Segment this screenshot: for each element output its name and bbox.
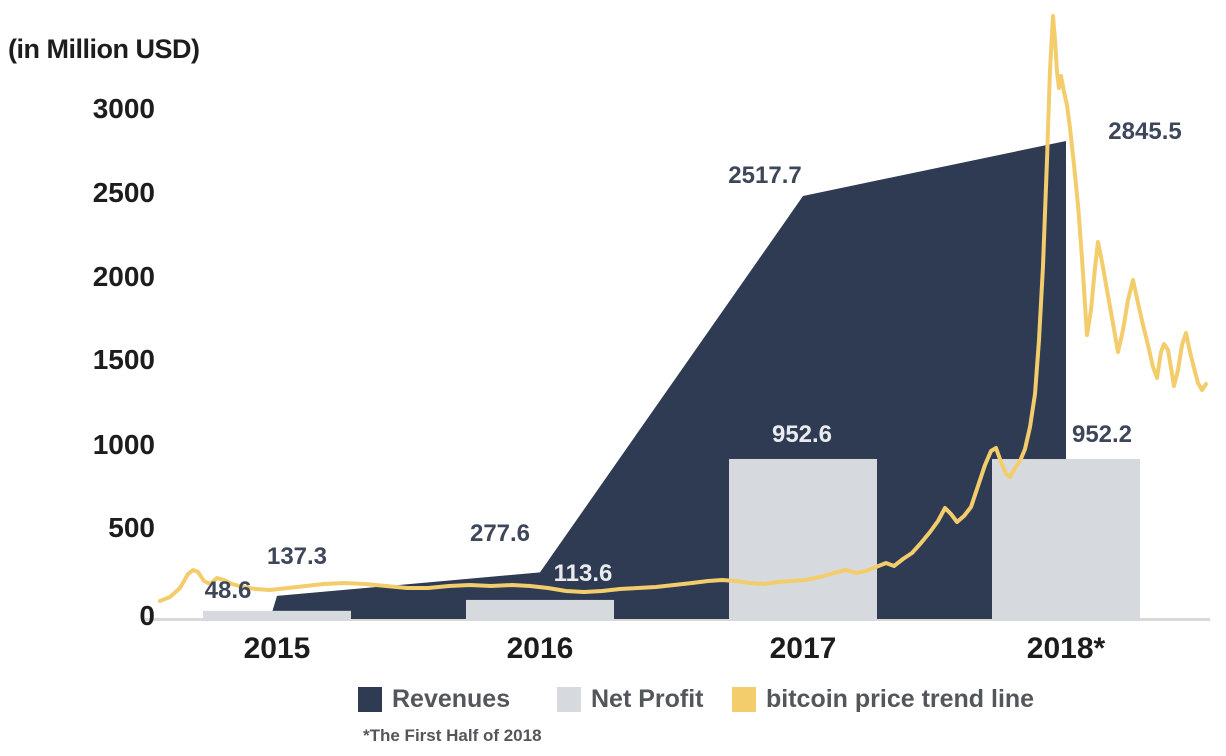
value-label-netprofit-2018: 952.2 <box>1071 421 1133 448</box>
value-label-netprofit-2016: 113.6 <box>553 560 613 587</box>
y-tick-1000: 1000 <box>92 429 155 460</box>
x-tick-2017: 2017 <box>769 632 837 665</box>
legend-item-revenues: Revenues <box>358 687 510 712</box>
x-tick-2018: 2018* <box>1026 632 1106 665</box>
y-tick-0: 0 <box>139 600 155 631</box>
legend-item-net-profit: Net Profit <box>557 687 704 712</box>
bitcoin-trend-line <box>158 14 1208 603</box>
x-tick-2016: 2016 <box>506 632 574 665</box>
legend-label-bitcoin-trend: bitcoin price trend line <box>766 685 1035 713</box>
value-label-revenues-2015: 137.3 <box>266 543 328 570</box>
bitcoin-trend-swatch-icon <box>732 687 756 712</box>
legend-item-bitcoin-trend: bitcoin price trend line <box>732 687 1034 712</box>
revenues-swatch-icon <box>358 687 382 712</box>
value-label-revenues-2016: 277.6 <box>469 520 531 547</box>
value-label-revenues-2017: 2517.7 <box>728 162 802 189</box>
net-profit-bar <box>992 459 1140 620</box>
chart-footnote: *The First Half of 2018 <box>363 726 542 745</box>
net-profit-bars <box>203 458 1140 620</box>
net-profit-bar <box>729 458 877 620</box>
y-tick-500: 500 <box>108 512 155 543</box>
legend-label-net-profit: Net Profit <box>591 685 704 713</box>
y-tick-2000: 2000 <box>92 261 155 292</box>
revenues-area <box>270 140 1066 619</box>
y-tick-2500: 2500 <box>92 177 155 208</box>
axis-unit-label: (in Million USD) <box>8 34 200 64</box>
y-tick-3000: 3000 <box>92 93 155 124</box>
legend-label-revenues: Revenues <box>392 685 511 713</box>
y-tick-1500: 1500 <box>92 344 155 375</box>
value-label-revenues-2018: 2845.5 <box>1108 118 1182 145</box>
net-profit-bar <box>466 599 614 620</box>
x-tick-2015: 2015 <box>243 632 311 665</box>
net-profit-swatch-icon <box>557 687 581 712</box>
value-label-netprofit-2015: 48.6 <box>204 577 252 604</box>
net-profit-bar <box>203 610 351 620</box>
value-label-netprofit-2017: 952.6 <box>771 421 833 448</box>
